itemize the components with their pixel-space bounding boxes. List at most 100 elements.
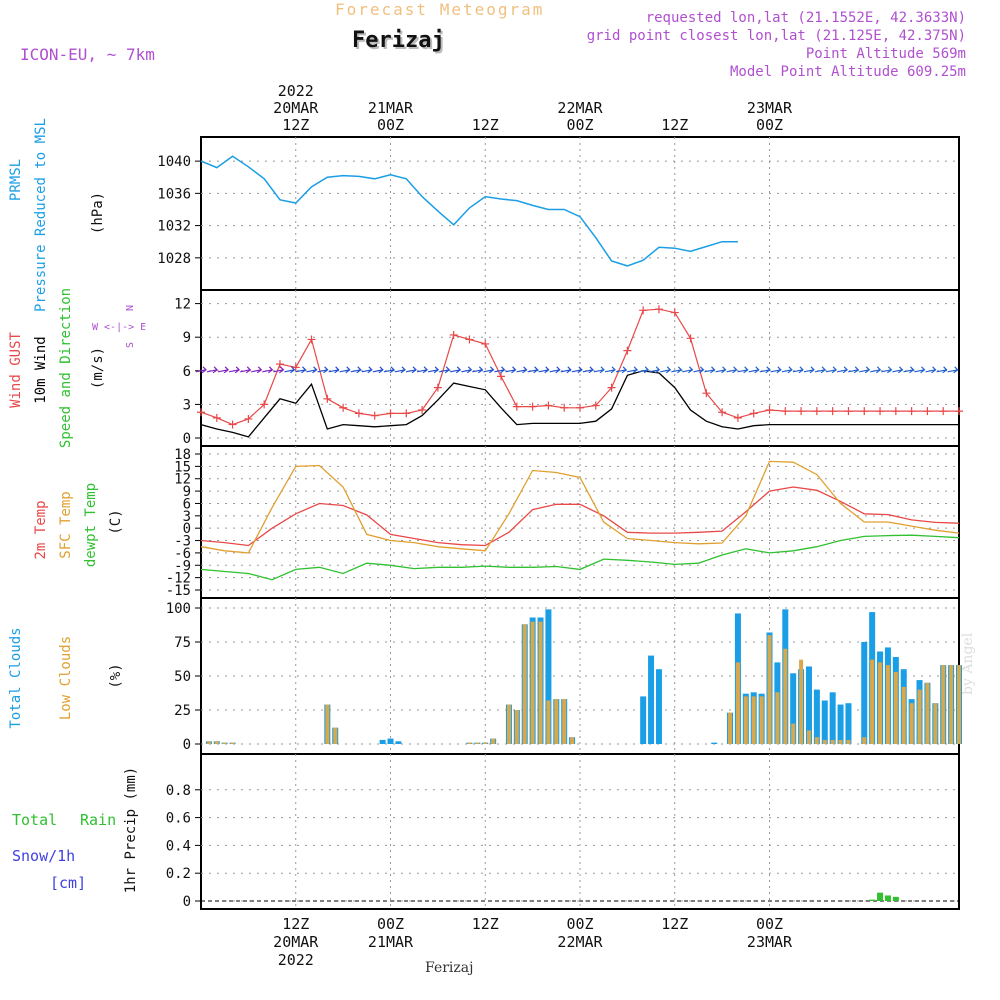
bottom-time-label: 12Z — [282, 915, 309, 933]
gust-marker — [718, 408, 727, 417]
wind-direction-arrow — [825, 366, 838, 374]
gust-marker — [639, 306, 648, 315]
low-cloud-bar — [941, 665, 946, 744]
wind-direction-arrow — [295, 366, 307, 374]
ytick-label-temperature: 12 — [174, 472, 191, 488]
wind-direction-arrow — [781, 366, 793, 374]
wind-direction-arrow — [516, 366, 528, 374]
total-cloud-bar — [805, 666, 812, 744]
ytick-label-pressure: 1036 — [157, 186, 191, 202]
ylabel-gust: Wind GUST — [8, 332, 24, 408]
wind-direction-arrow — [770, 366, 782, 374]
ytick-label-precip: 0.4 — [166, 838, 191, 854]
gust-marker — [702, 389, 711, 398]
wind-direction-arrow — [582, 366, 594, 374]
ylabel-prmsl: PRMSL — [8, 159, 24, 201]
total-cloud-bar — [837, 704, 844, 744]
low-cloud-bar — [562, 699, 567, 744]
ylabel-ms: (m/s) — [90, 347, 106, 389]
gust-marker — [260, 400, 269, 409]
location-title: Ferizaj — [352, 28, 445, 53]
gust-marker — [307, 335, 316, 344]
low-cloud-bar — [775, 692, 780, 744]
low-cloud-bar — [814, 737, 819, 744]
rain-bar — [884, 895, 891, 901]
label-total: Total — [12, 811, 57, 829]
gust-marker — [528, 402, 537, 411]
gust-marker — [291, 363, 300, 372]
wind-direction-arrow — [638, 366, 650, 374]
compass-we: W <-|-> E — [92, 322, 146, 333]
gust-marker — [955, 407, 963, 416]
low-cloud-bar — [957, 665, 961, 744]
rain-bar — [869, 899, 876, 901]
wind-direction-arrow — [903, 366, 915, 374]
low-cloud-bar — [530, 621, 535, 744]
ytick-label-wind: 0 — [183, 431, 191, 447]
wind-direction-arrow — [715, 366, 727, 374]
ytick-label-wind: 9 — [183, 330, 191, 346]
gust-marker — [433, 383, 442, 392]
gust-marker — [812, 407, 821, 416]
ylabel-speed-direction: Speed and Direction — [58, 288, 74, 448]
wind-direction-arrow — [428, 366, 440, 374]
gust-marker — [607, 383, 616, 392]
gust-marker — [576, 403, 584, 412]
low-cloud-bar — [514, 710, 519, 744]
ytick-label-temperature: -15 — [166, 583, 191, 599]
ytick-label-clouds: 100 — [166, 601, 191, 617]
wind-direction-arrow — [350, 366, 362, 374]
low-cloud-bar — [822, 739, 827, 744]
gust-marker — [212, 413, 221, 422]
low-cloud-bar — [475, 742, 480, 744]
wind-direction-arrow — [306, 366, 318, 374]
total-cloud-bar — [711, 742, 718, 744]
ylabel-c: (C) — [108, 509, 124, 534]
label-rain: Rain — [80, 811, 116, 829]
low-cloud-bar — [728, 712, 733, 744]
low-cloud-bar — [214, 741, 219, 744]
top-time-label: 21MAR — [368, 99, 414, 117]
total-cloud-bar — [640, 696, 647, 744]
low-cloud-bar — [878, 662, 883, 744]
wind-direction-arrow — [361, 366, 373, 374]
sfc-temp-line — [200, 460, 960, 554]
wind-direction-arrow — [505, 366, 517, 374]
bottom-time-label: 21MAR — [368, 933, 414, 951]
ytick-label-temperature: 9 — [183, 484, 191, 500]
low-cloud-bar — [806, 730, 811, 744]
low-cloud-bar — [491, 738, 496, 744]
wind-direction-arrow — [593, 366, 605, 374]
gust-marker — [244, 414, 253, 423]
wind-direction-arrow — [538, 366, 550, 374]
wind-direction-arrow — [759, 366, 771, 374]
total-cloud-bar — [648, 655, 655, 744]
gust-marker — [323, 394, 332, 403]
wind-direction-arrow — [461, 366, 473, 374]
gust-marker — [765, 406, 774, 414]
top-time-label: 12Z — [282, 116, 309, 134]
ylabel-10m-wind: 10m Wind — [33, 336, 49, 403]
wind-direction-arrow — [240, 366, 252, 374]
wind-direction-arrow — [848, 366, 860, 374]
low-cloud-bar — [333, 727, 338, 744]
pressure-line — [200, 155, 738, 267]
super-title: Forecast Meteogram — [335, 0, 545, 19]
low-cloud-bar — [846, 739, 851, 744]
total-cloud-bar — [387, 738, 394, 744]
gust-marker — [418, 406, 427, 414]
wind-direction-arrow — [450, 366, 462, 374]
wind-direction-arrow — [737, 366, 749, 374]
dewpt-line — [200, 534, 960, 581]
ytick-label-temperature: -3 — [174, 534, 191, 550]
total-cloud-bar — [813, 689, 820, 744]
total-cloud-bar — [790, 673, 797, 744]
wind-direction-arrow — [394, 366, 406, 374]
wind-direction-arrow — [870, 366, 882, 374]
footer-location: Ferizaj — [425, 960, 474, 976]
low-cloud-bar — [838, 739, 843, 744]
ytick-label-precip: 0.2 — [166, 866, 191, 882]
ylabel-pressure: Pressure Reduced to MSL — [33, 118, 49, 312]
gust-marker — [939, 407, 948, 416]
wind-direction-arrow — [206, 366, 218, 374]
